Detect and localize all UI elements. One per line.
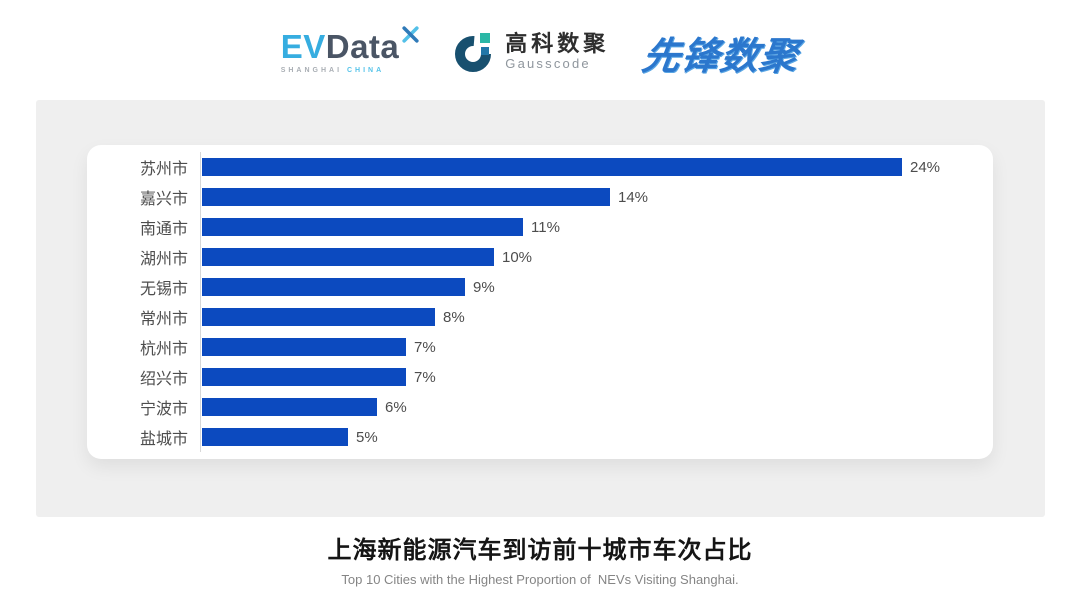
value-label: 7%: [414, 368, 436, 386]
category-label: 常州市: [139, 311, 188, 328]
bar-track: 7%: [202, 368, 436, 386]
bar-track: 14%: [202, 188, 648, 206]
bar-row: 嘉兴市 14%: [87, 182, 993, 212]
value-label: 5%: [356, 428, 378, 446]
bar: [202, 188, 610, 206]
bar: [202, 428, 348, 446]
bar: [202, 308, 435, 326]
evdata-logo: EV Data SHANGHAI CHINA: [280, 26, 421, 74]
bar: [202, 368, 406, 386]
value-label: 8%: [443, 308, 465, 326]
bar-row: 苏州市 24%: [87, 152, 993, 182]
pioneer-wordmark: 先锋数聚: [639, 35, 802, 78]
bar: [202, 398, 377, 416]
evdata-tagline: SHANGHAI CHINA: [281, 67, 421, 74]
gausscode-cn-text: 高科数聚: [505, 31, 610, 57]
gausscode-en-text: Gausscode: [505, 56, 591, 72]
category-label: 宁波市: [139, 401, 188, 418]
gausscode-logo: 高科数聚 Gausscode: [454, 31, 609, 73]
bar: [202, 338, 406, 356]
bar-track: 10%: [202, 248, 532, 266]
bar-track: 11%: [202, 218, 560, 236]
chart-panel: 苏州市 24% 嘉兴市 14% 南通市 11% 湖州市 10% 无锡市 9% 常州市 8% 杭州市 7% 绍…: [36, 100, 1045, 517]
bar-row: 常州市 8%: [87, 302, 993, 332]
gausscode-g-icon: [455, 33, 492, 72]
value-label: 9%: [473, 278, 495, 296]
y-axis-line: [200, 152, 201, 452]
bar: [202, 218, 523, 236]
category-label: 绍兴市: [139, 371, 188, 388]
bar: [202, 248, 494, 266]
category-label: 嘉兴市: [139, 191, 188, 208]
caption-block: 上海新能源汽车到访前十城市车次占比 Top 10 Cities with the…: [0, 530, 1080, 587]
bar: [202, 278, 465, 296]
chart-subtitle: Top 10 Cities with the Highest Proportio…: [341, 572, 739, 587]
bar-chart: 苏州市 24% 嘉兴市 14% 南通市 11% 湖州市 10% 无锡市 9% 常州市 8% 杭州市 7% 绍…: [87, 152, 993, 452]
bar-row: 湖州市 10%: [87, 242, 993, 272]
chart-title: 上海新能源汽车到访前十城市车次占比: [327, 537, 753, 564]
evdata-data-text: Data: [325, 28, 400, 65]
value-label: 7%: [414, 338, 436, 356]
evdata-ev-text: EV: [280, 28, 326, 65]
value-label: 10%: [502, 248, 533, 266]
evdata-x-icon: [402, 26, 419, 43]
category-label: 杭州市: [139, 341, 188, 358]
category-label: 苏州市: [139, 161, 188, 178]
category-label: 盐城市: [139, 431, 188, 448]
bar-row: 南通市 11%: [87, 212, 993, 242]
category-label: 湖州市: [139, 251, 188, 268]
chart-card: 苏州市 24% 嘉兴市 14% 南通市 11% 湖州市 10% 无锡市 9% 常州市 8% 杭州市 7% 绍…: [87, 145, 993, 459]
bar-track: 9%: [202, 278, 495, 296]
bar: [202, 158, 902, 176]
value-label: 11%: [531, 218, 560, 236]
pioneer-logo: 先锋数聚: [640, 25, 802, 80]
bar-row: 盐城市 5%: [87, 422, 993, 452]
evdata-shanghai-text: SHANGHAI: [280, 67, 343, 74]
bar-row: 杭州市 7%: [87, 332, 993, 362]
bar-track: 5%: [202, 428, 378, 446]
category-label: 南通市: [139, 221, 188, 238]
value-label: 14%: [618, 188, 649, 206]
evdata-china-text: CHINA: [347, 67, 385, 74]
value-label: 24%: [910, 158, 941, 176]
header-logos: EV Data SHANGHAI CHINA 高科数聚 Gausscode: [0, 22, 1080, 82]
bar-row: 绍兴市 7%: [87, 362, 993, 392]
value-label: 6%: [385, 398, 407, 416]
bar-row: 宁波市 6%: [87, 392, 993, 422]
bar-track: 24%: [202, 158, 940, 176]
bar-track: 7%: [202, 338, 436, 356]
bar-track: 8%: [202, 308, 465, 326]
bar-track: 6%: [202, 398, 407, 416]
category-label: 无锡市: [139, 281, 188, 298]
bar-row: 无锡市 9%: [87, 272, 993, 302]
